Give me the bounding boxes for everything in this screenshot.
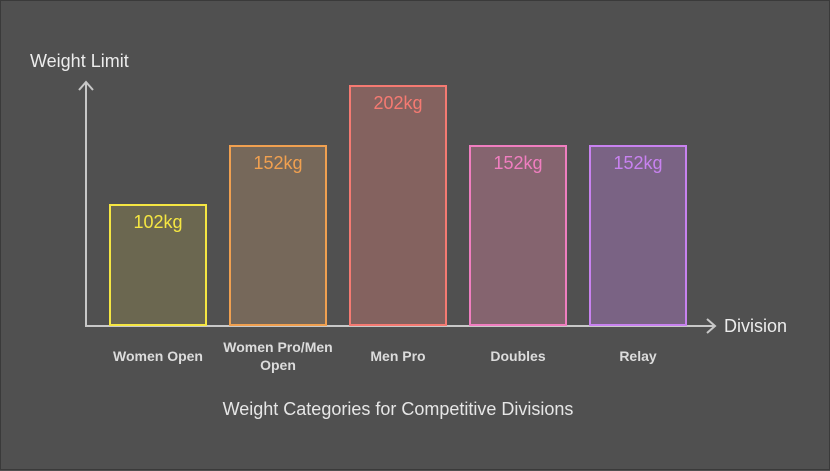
bar-relay: 152kg: [589, 145, 687, 326]
bar-value-label: 152kg: [493, 153, 543, 173]
category-label-women-open: Women Open: [113, 348, 203, 364]
bar-doubles: 152kg: [469, 145, 567, 326]
bar-value-label: 152kg: [613, 153, 663, 173]
x-axis-label: Division: [724, 316, 788, 336]
x-axis-arrow-icon: [85, 318, 717, 334]
category-label-relay: Relay: [619, 348, 657, 364]
category-label-men-pro: Men Pro: [370, 348, 426, 364]
y-axis-arrow-icon: [78, 80, 94, 326]
bar-value-label: 152kg: [253, 153, 303, 173]
bar-value-label: 102kg: [133, 212, 183, 232]
chart-title: Weight Categories for Competitive Divisi…: [222, 399, 574, 419]
y-axis-label: Weight Limit: [30, 51, 129, 71]
category-label-women-pro-men-open: Women Pro/Men Open: [223, 339, 333, 373]
bar-value-label: 202kg: [373, 93, 423, 113]
bar-women-pro-men-open: 152kg: [229, 145, 327, 326]
bar-women-open: 102kg: [109, 204, 207, 326]
bar-men-pro: 202kg: [349, 85, 447, 326]
category-label-doubles: Doubles: [490, 348, 546, 364]
